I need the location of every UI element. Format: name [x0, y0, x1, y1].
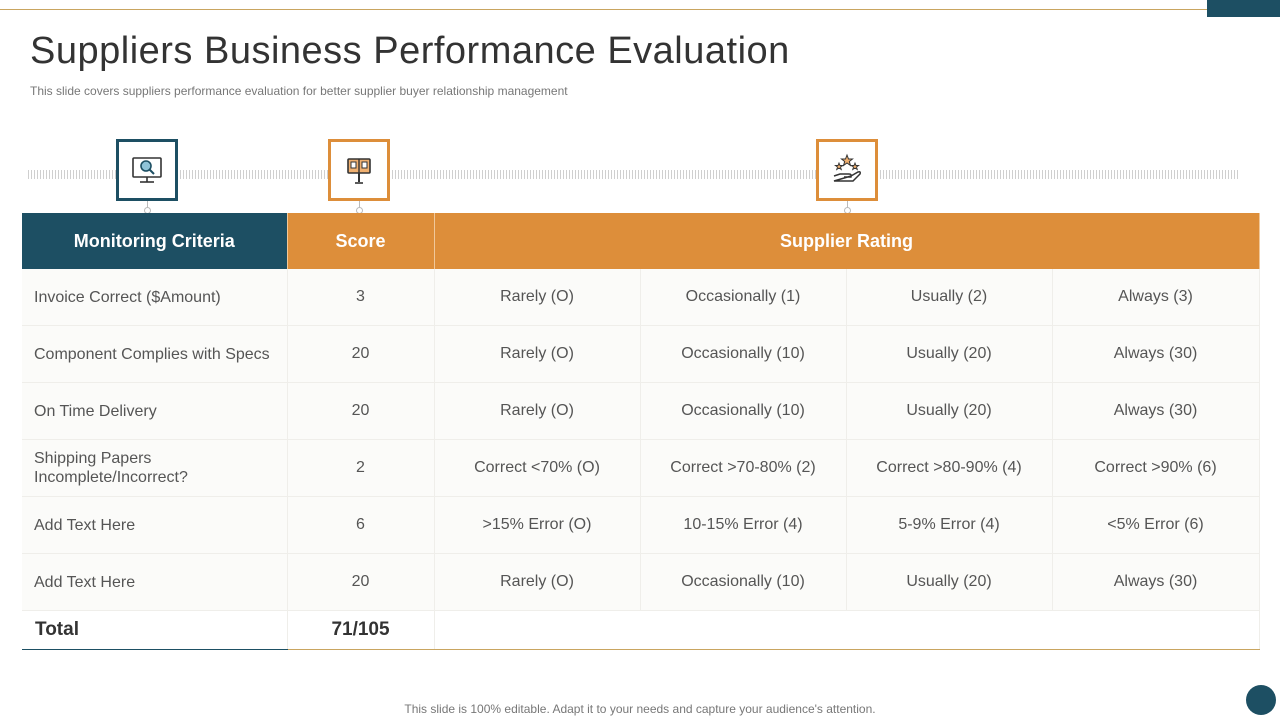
- total-row: Total 71/105: [22, 610, 1260, 650]
- rating-cell: Occasionally (10): [640, 325, 847, 383]
- table-row: Add Text Here 20 Rarely (O) Occasionally…: [22, 553, 1260, 611]
- rating-cell: Usually (20): [846, 382, 1053, 440]
- signpost-icon: [347, 158, 371, 184]
- rating-cell: Always (30): [1052, 325, 1260, 383]
- dotted-connector: [28, 170, 116, 179]
- top-rule: [0, 9, 1207, 10]
- score-cell: 6: [287, 496, 435, 554]
- rating-cell: Occasionally (1): [640, 269, 847, 326]
- rating-cell: Rarely (O): [434, 325, 641, 383]
- signpost-icon-box: [328, 139, 390, 201]
- table-row: Shipping Papers Incomplete/Incorrect? 2 …: [22, 439, 1260, 497]
- dotted-connector: [392, 170, 816, 179]
- rating-cell: Rarely (O): [434, 269, 641, 326]
- criteria-cell: Shipping Papers Incomplete/Incorrect?: [22, 439, 288, 497]
- criteria-cell: Component Complies with Specs: [22, 325, 288, 383]
- rating-cell: Correct >90% (6): [1052, 439, 1260, 497]
- rating-cell: Occasionally (10): [640, 382, 847, 440]
- hand-stars-icon-box: [816, 139, 878, 201]
- total-empty-cell: [434, 610, 1260, 650]
- rating-cell: Always (30): [1052, 382, 1260, 440]
- header-monitoring-criteria: Monitoring Criteria: [22, 213, 288, 269]
- rating-cell: Rarely (O): [434, 553, 641, 611]
- table-header-row: Monitoring Criteria Score Supplier Ratin…: [22, 213, 1260, 269]
- corner-accent-block: [1207, 0, 1280, 17]
- rating-cell: Usually (20): [846, 553, 1053, 611]
- total-score: 71/105: [287, 610, 435, 650]
- rating-cell: Correct >70-80% (2): [640, 439, 847, 497]
- header-supplier-rating: Supplier Rating: [434, 213, 1260, 269]
- monitor-search-icon-box: [116, 139, 178, 201]
- slide-title: Suppliers Business Performance Evaluatio…: [30, 30, 790, 72]
- rating-cell: Always (3): [1052, 269, 1260, 326]
- slide-subtitle: This slide covers suppliers performance …: [30, 84, 568, 98]
- score-cell: 20: [287, 382, 435, 440]
- criteria-cell: Invoice Correct ($Amount): [22, 269, 288, 326]
- rating-cell: 5-9% Error (4): [846, 496, 1053, 554]
- rating-cell: >15% Error (O): [434, 496, 641, 554]
- criteria-cell: On Time Delivery: [22, 382, 288, 440]
- table-row: On Time Delivery 20 Rarely (O) Occasiona…: [22, 382, 1260, 440]
- criteria-cell: Add Text Here: [22, 553, 288, 611]
- corner-accent-circle: [1246, 685, 1276, 715]
- header-score: Score: [287, 213, 435, 269]
- rating-cell: Always (30): [1052, 553, 1260, 611]
- monitor-search-icon: [132, 157, 162, 183]
- dotted-connector: [880, 170, 1238, 179]
- rating-cell: Usually (2): [846, 269, 1053, 326]
- table-row: Component Complies with Specs 20 Rarely …: [22, 325, 1260, 383]
- score-cell: 20: [287, 325, 435, 383]
- rating-cell: Rarely (O): [434, 382, 641, 440]
- dotted-connector: [180, 170, 328, 179]
- rating-cell: Occasionally (10): [640, 553, 847, 611]
- rating-cell: 10-15% Error (4): [640, 496, 847, 554]
- score-cell: 3: [287, 269, 435, 326]
- rating-cell: Usually (20): [846, 325, 1053, 383]
- criteria-cell: Add Text Here: [22, 496, 288, 554]
- score-cell: 20: [287, 553, 435, 611]
- table-row: Add Text Here 6 >15% Error (O) 10-15% Er…: [22, 496, 1260, 554]
- score-cell: 2: [287, 439, 435, 497]
- rating-cell: Correct >80-90% (4): [846, 439, 1053, 497]
- total-label: Total: [22, 610, 288, 650]
- footer-note: This slide is 100% editable. Adapt it to…: [404, 702, 876, 716]
- table-row: Invoice Correct ($Amount) 3 Rarely (O) O…: [22, 269, 1260, 326]
- evaluation-table: Monitoring Criteria Score Supplier Ratin…: [22, 213, 1260, 650]
- hand-stars-icon: [833, 153, 861, 182]
- rating-cell: <5% Error (6): [1052, 496, 1260, 554]
- rating-cell: Correct <70% (O): [434, 439, 641, 497]
